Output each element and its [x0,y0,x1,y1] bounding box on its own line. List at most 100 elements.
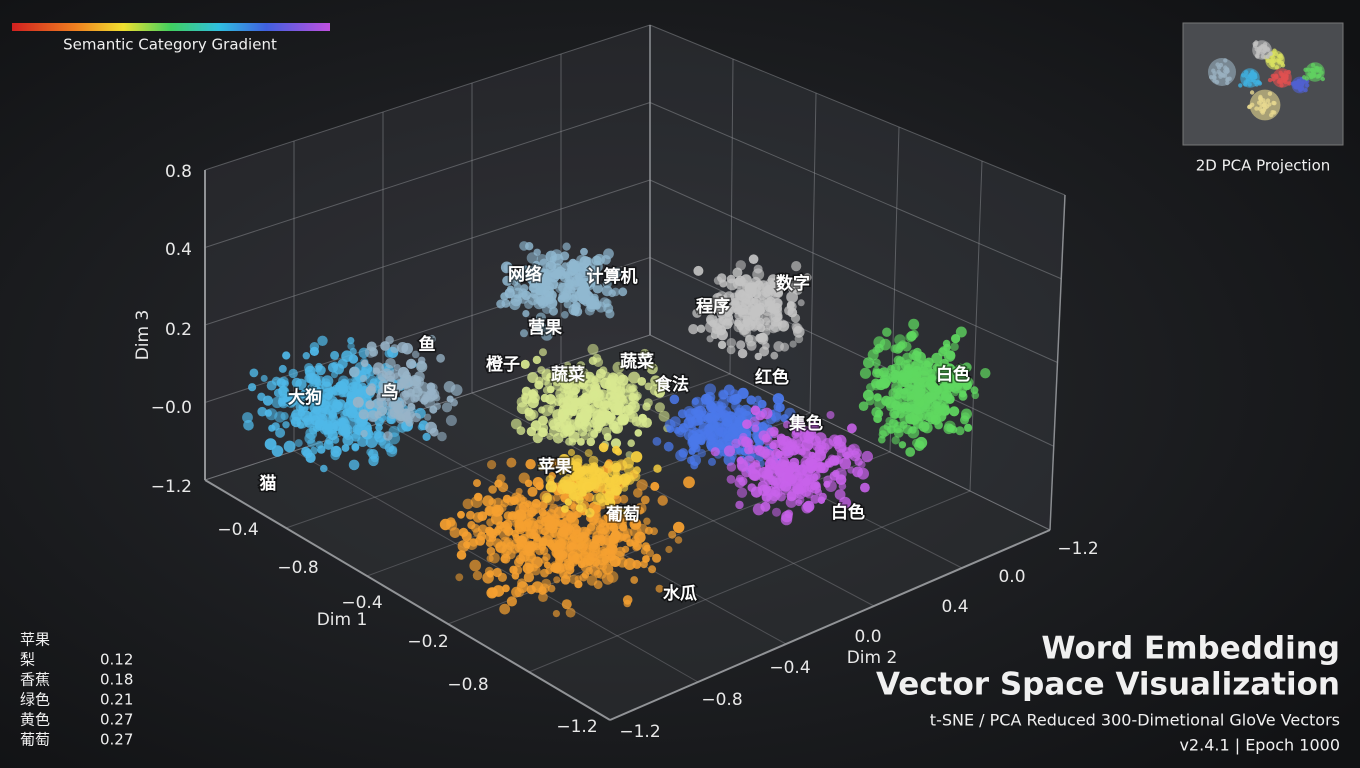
embedding-point [633,393,641,401]
embedding-point [427,334,436,343]
embedding-point [628,385,636,393]
embedding-point [668,530,677,539]
inset-blob [1291,76,1309,94]
embedding-point [309,425,318,435]
legend-value: 0.21 [100,691,133,709]
embedding-point [561,292,570,300]
embedding-point [719,390,729,400]
embedding-point [445,415,457,426]
embedding-point [552,409,564,421]
cluster-label: 葡萄 [605,504,640,525]
embedding-point [862,389,874,401]
y-tick-label: −0.4 [769,658,810,678]
embedding-point [590,430,598,438]
embedding-point [802,477,811,487]
embedding-point [535,376,544,385]
embedding-point [535,312,547,323]
cluster-label: 蔬菜 [620,352,655,372]
embedding-point [906,393,915,402]
grid-line [204,24,651,171]
cluster-label: 数字 [776,273,810,294]
embedding-point [534,321,547,333]
embedding-point [872,358,881,368]
embedding-point [772,393,785,405]
y-axis-label: Dim 2 [847,648,898,668]
embedding-point [743,319,751,327]
embedding-point [627,439,635,448]
z-tick-label: 0.8 [165,162,192,182]
embedding-point [970,386,979,395]
embedding-point [352,396,364,408]
embedding-point [496,299,506,309]
embedding-point [666,425,674,433]
embedding-point [406,358,417,369]
embedding-point [365,400,375,410]
inset-point [1267,77,1273,83]
embedding-point [586,437,596,447]
embedding-point [422,432,431,441]
embedding-point [394,397,403,406]
embedding-point [742,419,752,430]
embedding-point [577,285,588,296]
embedding-point [257,392,266,401]
embedding-point [567,369,577,378]
embedding-point [643,517,651,525]
embedding-point [706,313,718,326]
embedding-point [576,361,586,370]
embedding-point [473,479,481,488]
inset-blob [1240,68,1260,88]
embedding-point [784,472,795,483]
embedding-point [735,474,744,483]
embedding-point [803,273,812,282]
embedding-point [636,479,648,491]
embedding-point [593,580,603,590]
embedding-point [538,592,548,602]
embedding-point [793,326,805,338]
legend-word: 绿色 [20,691,50,709]
floor [205,335,1050,720]
embedding-point [552,269,563,279]
embedding-point [773,402,782,411]
embedding-point [619,494,629,504]
embedding-point [278,364,287,373]
embedding-point [805,457,814,467]
embedding-point [280,412,289,421]
embedding-point [506,596,517,607]
embedding-point [501,549,510,559]
embedding-point [610,438,622,449]
cluster-label: 计算机 [587,266,638,287]
cluster-label: 集色 [788,413,823,434]
embedding-point [558,454,570,466]
embedding-point [502,519,513,530]
embedding-point [531,524,543,536]
embedding-point [582,388,590,396]
embedding-point [859,367,872,379]
grid-line [204,179,651,326]
embedding-point [764,463,776,476]
embedding-point [908,318,920,330]
embedding-point [812,471,821,481]
embedding-point [931,352,943,364]
embedding-point [561,599,572,610]
embedding-point [717,340,727,350]
embedding-point [639,348,650,359]
embedding-point [863,357,874,369]
embedding-point [542,386,551,394]
cluster-label: 水瓜 [663,583,697,604]
embedding-point [463,541,471,549]
embedding-point [852,466,863,478]
embedding-point [273,388,283,398]
embedding-point [320,464,328,473]
embedding-point [676,427,685,435]
embedding-point [735,260,746,271]
embedding-point [317,445,326,454]
embedding-point [341,444,350,452]
embedding-point [738,289,746,297]
embedding-point [537,463,546,471]
z-tick-label: −1.2 [151,477,192,497]
grid-line [809,92,817,414]
embedding-point [359,374,368,383]
embedding-point [610,392,621,403]
embedding-point [726,338,737,348]
